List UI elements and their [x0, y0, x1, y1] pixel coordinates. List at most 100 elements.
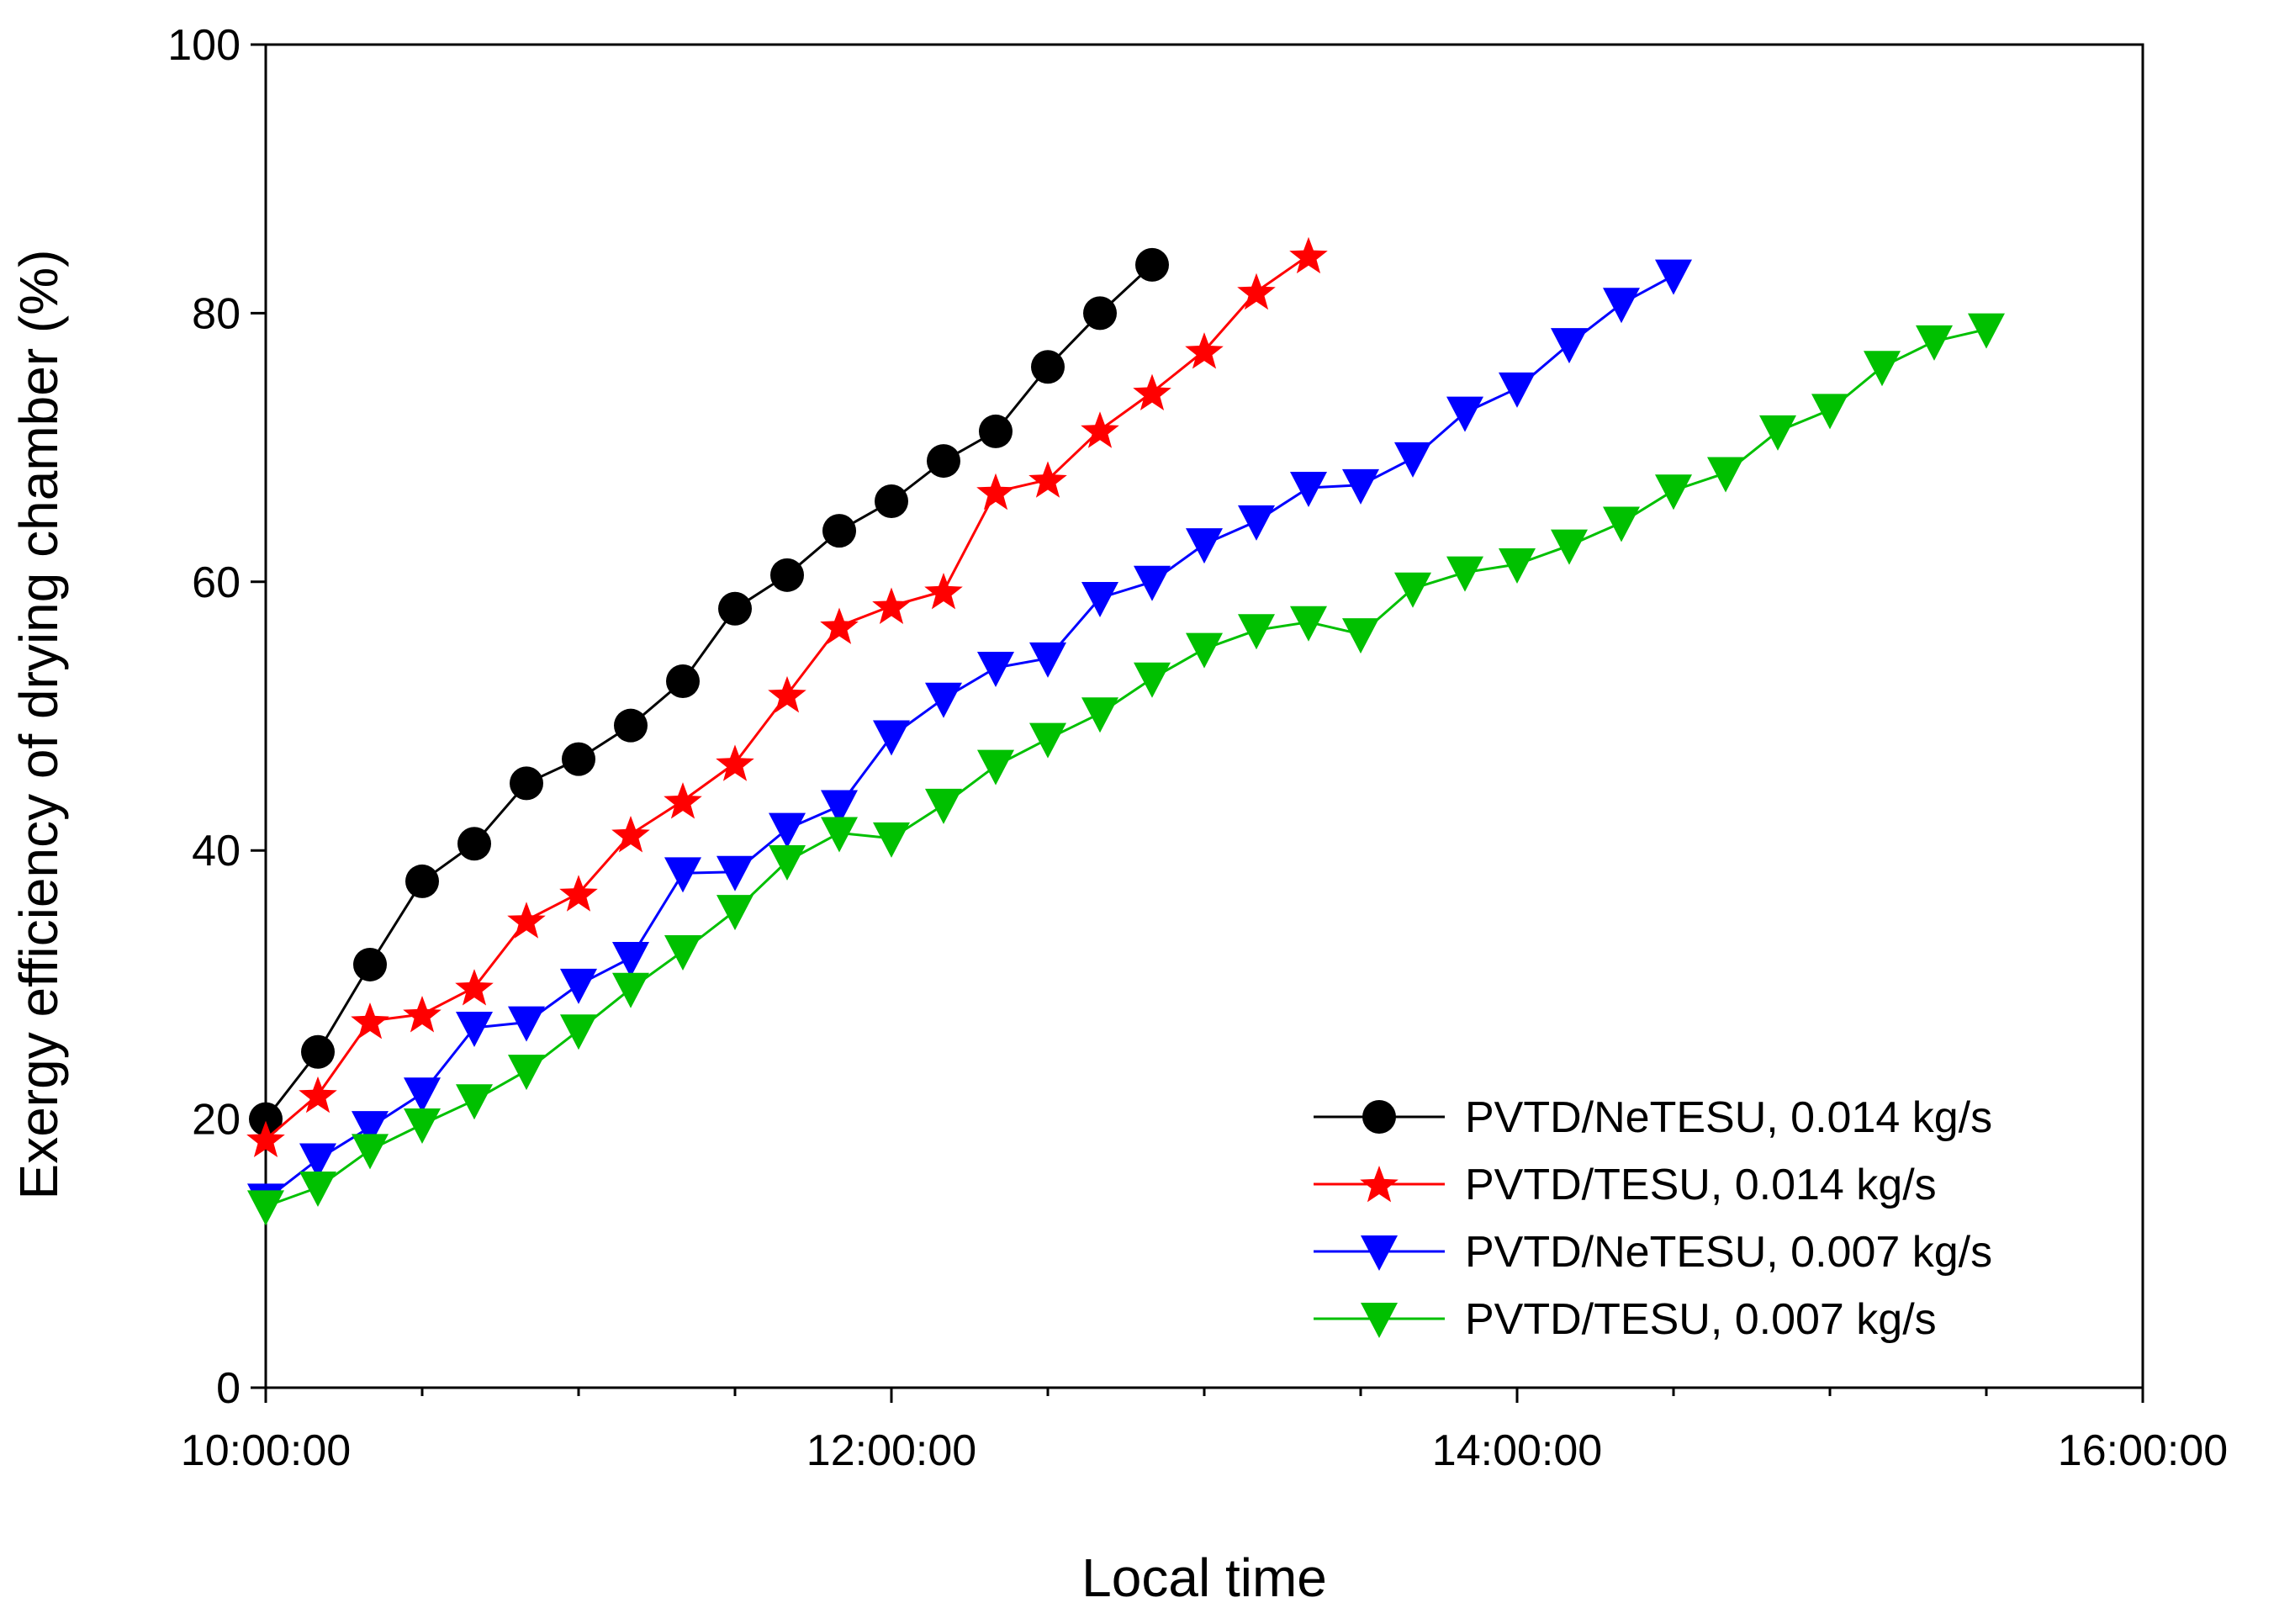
- series-3-point: [1499, 372, 1536, 408]
- series-1-point: [718, 591, 752, 626]
- series-3-point: [1603, 288, 1640, 324]
- series-2-point: [1133, 373, 1171, 410]
- series-4-point: [1290, 606, 1327, 642]
- series-1-point: [666, 664, 700, 698]
- series-4-point: [612, 972, 649, 1008]
- x-tick-label: 14:00:00: [1432, 1426, 1602, 1475]
- series-4-point: [1759, 415, 1796, 451]
- y-axis-ticks: 0 20 40 60 80 100: [167, 21, 266, 1413]
- series-4: [247, 313, 2005, 1226]
- legend: PVTD/NeTESU, 0.014 kg/s PVTD/TESU, 0.014 …: [1314, 1093, 1992, 1344]
- series-1-point: [562, 742, 595, 776]
- series-4-point: [1603, 506, 1640, 542]
- series-4-point: [299, 1172, 336, 1208]
- series-4-point: [1394, 572, 1431, 608]
- series-4-point: [352, 1134, 389, 1170]
- series-1-point: [301, 1034, 335, 1069]
- series-2-point: [611, 816, 650, 853]
- series-3-point: [404, 1077, 441, 1114]
- series-2-point: [507, 902, 546, 939]
- series-3-point: [1238, 505, 1275, 541]
- legend-marker: [1360, 1166, 1399, 1203]
- series-3-line: [265, 274, 1674, 1201]
- y-tick-label: 100: [167, 21, 241, 70]
- series-1-point: [510, 766, 543, 801]
- series-1-point: [1031, 350, 1065, 384]
- series-4-point: [1186, 632, 1223, 669]
- series-2-point: [403, 996, 442, 1033]
- series-4-point: [1707, 457, 1744, 493]
- series-3-point: [821, 790, 858, 826]
- series-2-point: [559, 875, 598, 912]
- series-3-point: [1394, 442, 1431, 478]
- series-2-point: [664, 782, 702, 819]
- series-4-point: [1238, 614, 1275, 650]
- series-4-point: [1081, 697, 1118, 733]
- x-tick-label: 10:00:00: [181, 1426, 351, 1475]
- series-4-line: [265, 328, 1987, 1208]
- y-tick-label: 0: [216, 1364, 241, 1413]
- series-1-point: [770, 558, 804, 592]
- series-1-point: [1083, 296, 1117, 331]
- series-4-point: [1134, 662, 1171, 698]
- series-1-point: [875, 484, 908, 518]
- y-tick-label: 40: [192, 827, 241, 875]
- series-1-point: [979, 414, 1013, 448]
- series-2-point: [1289, 236, 1328, 274]
- series-1-point: [614, 708, 648, 743]
- series-3-point: [1446, 396, 1483, 432]
- series-2-point: [716, 744, 754, 781]
- x-tick-label: 12:00:00: [806, 1426, 976, 1475]
- series-3-point: [1655, 259, 1692, 295]
- series-4-point: [1811, 394, 1848, 430]
- series-3-point: [1186, 528, 1223, 564]
- series-2-point: [351, 1002, 389, 1039]
- series-4-point: [1342, 618, 1379, 654]
- x-axis-ticks: 10:00:00 12:00:00 14:00:00 16:00:00: [181, 1388, 2228, 1475]
- series-4-point: [404, 1108, 441, 1144]
- series-3-point: [925, 682, 962, 718]
- series-4-point: [1029, 722, 1066, 759]
- series-1-point: [249, 1102, 283, 1136]
- series-4-point: [508, 1055, 545, 1091]
- series-3-point: [612, 941, 649, 977]
- y-tick-label: 20: [192, 1096, 241, 1145]
- x-tick-label: 16:00:00: [2058, 1426, 2228, 1475]
- series-3-point: [716, 855, 753, 891]
- series-4-point: [821, 817, 858, 853]
- series-4-point: [247, 1190, 284, 1226]
- series-1-point: [1135, 247, 1169, 282]
- series-3-point: [664, 857, 701, 893]
- series-2-point: [924, 573, 963, 610]
- series-3-point: [1551, 328, 1588, 364]
- legend-item: PVTD/TESU, 0.007 kg/s: [1314, 1295, 1937, 1344]
- series-4-point: [1499, 548, 1536, 585]
- series-3-point: [977, 652, 1014, 688]
- legend-label: PVTD/NeTESU, 0.007 kg/s: [1465, 1228, 1992, 1277]
- x-axis-title: Local time: [1081, 1547, 1327, 1608]
- series-3-point: [1290, 472, 1327, 508]
- series-1: [249, 247, 1169, 1136]
- series-3-point: [1081, 581, 1118, 617]
- legend-marker: [1361, 1235, 1398, 1271]
- series-2-point: [820, 607, 859, 644]
- series-2-point: [1081, 411, 1119, 448]
- series-3-point: [1029, 642, 1066, 678]
- series-3-point: [299, 1143, 336, 1179]
- series-1-point: [353, 947, 387, 981]
- series-3-point: [560, 968, 597, 1004]
- series-2-point: [1237, 272, 1276, 310]
- series-1-line: [264, 263, 1154, 1120]
- y-tick-label: 60: [192, 558, 241, 607]
- legend-marker: [1361, 1303, 1398, 1338]
- series-3-point: [1342, 468, 1379, 505]
- series-3-point: [352, 1111, 389, 1147]
- legend-label: PVTD/NeTESU, 0.014 kg/s: [1465, 1093, 1992, 1142]
- series-4-point: [560, 1014, 597, 1050]
- y-axis-title: Exergy efficiency of drying chamber (%): [8, 250, 69, 1200]
- series-2-point: [455, 969, 494, 1006]
- series-1-point: [927, 444, 960, 479]
- series-1-point: [457, 827, 491, 861]
- series-2-point: [976, 473, 1015, 510]
